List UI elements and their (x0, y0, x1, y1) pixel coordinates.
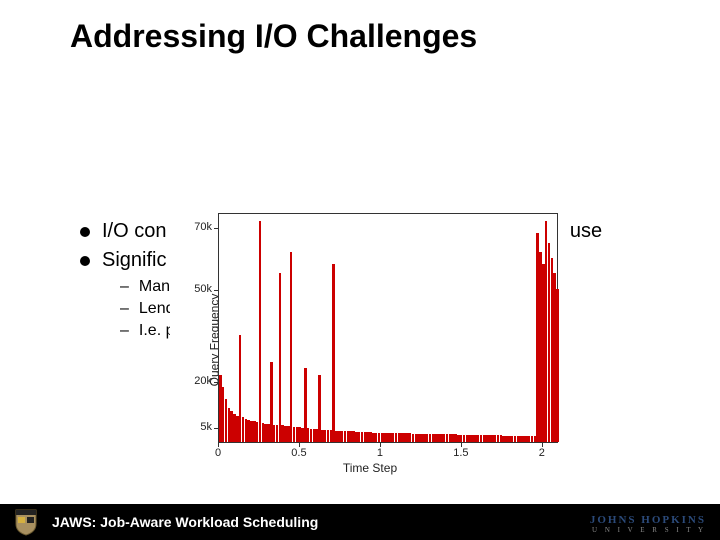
x-tick (299, 443, 300, 447)
logo-top: JOHNS HOPKINS (590, 514, 706, 526)
johns-hopkins-logo: JOHNS HOPKINS U N I V E R S I T Y (590, 514, 706, 534)
slide: Addressing I/O Challenges I/O con ent us… (0, 0, 720, 540)
plot-area (218, 213, 558, 443)
dash-icon: – (120, 278, 129, 296)
logo-bot: U N I V E R S I T Y (592, 526, 706, 534)
x-tick (380, 443, 381, 447)
footer-text: JAWS: Job-Aware Workload Scheduling (52, 514, 318, 530)
bullet-dot-icon (80, 256, 90, 266)
x-tick-label: 0.5 (291, 447, 306, 459)
chart-bar (556, 289, 559, 442)
chart-overlay: Query Frequency Time Step 5k20k50k70k00.… (170, 205, 570, 475)
y-tick (214, 428, 218, 429)
chart-bar (279, 273, 282, 442)
x-tick-label: 0 (215, 447, 221, 459)
slide-title: Addressing I/O Challenges (70, 18, 477, 55)
bullet-1-left: I/O con (102, 220, 166, 243)
y-tick-label: 20k (170, 375, 212, 387)
chart-bar (332, 264, 335, 442)
footer-bar: JAWS: Job-Aware Workload Scheduling JOHN… (0, 504, 720, 540)
bullet-dot-icon (80, 227, 90, 237)
chart-bar (290, 252, 293, 442)
shield-icon (14, 508, 38, 536)
x-tick (542, 443, 543, 447)
y-tick-label: 70k (170, 221, 212, 233)
bullet-2-left: Signific (102, 249, 166, 272)
dash-icon: – (120, 322, 129, 340)
y-tick-label: 50k (170, 283, 212, 295)
y-tick (214, 382, 218, 383)
x-tick (218, 443, 219, 447)
dash-icon: – (120, 300, 129, 318)
y-tick (214, 290, 218, 291)
x-tick-label: 2 (539, 447, 545, 459)
chart: Query Frequency Time Step 5k20k50k70k00.… (170, 205, 570, 475)
chart-bar (259, 221, 262, 442)
x-tick-label: 1 (377, 447, 383, 459)
x-axis-title: Time Step (343, 461, 397, 475)
x-tick (461, 443, 462, 447)
y-tick (214, 228, 218, 229)
x-tick-label: 1.5 (453, 447, 468, 459)
y-tick-label: 5k (170, 421, 212, 433)
